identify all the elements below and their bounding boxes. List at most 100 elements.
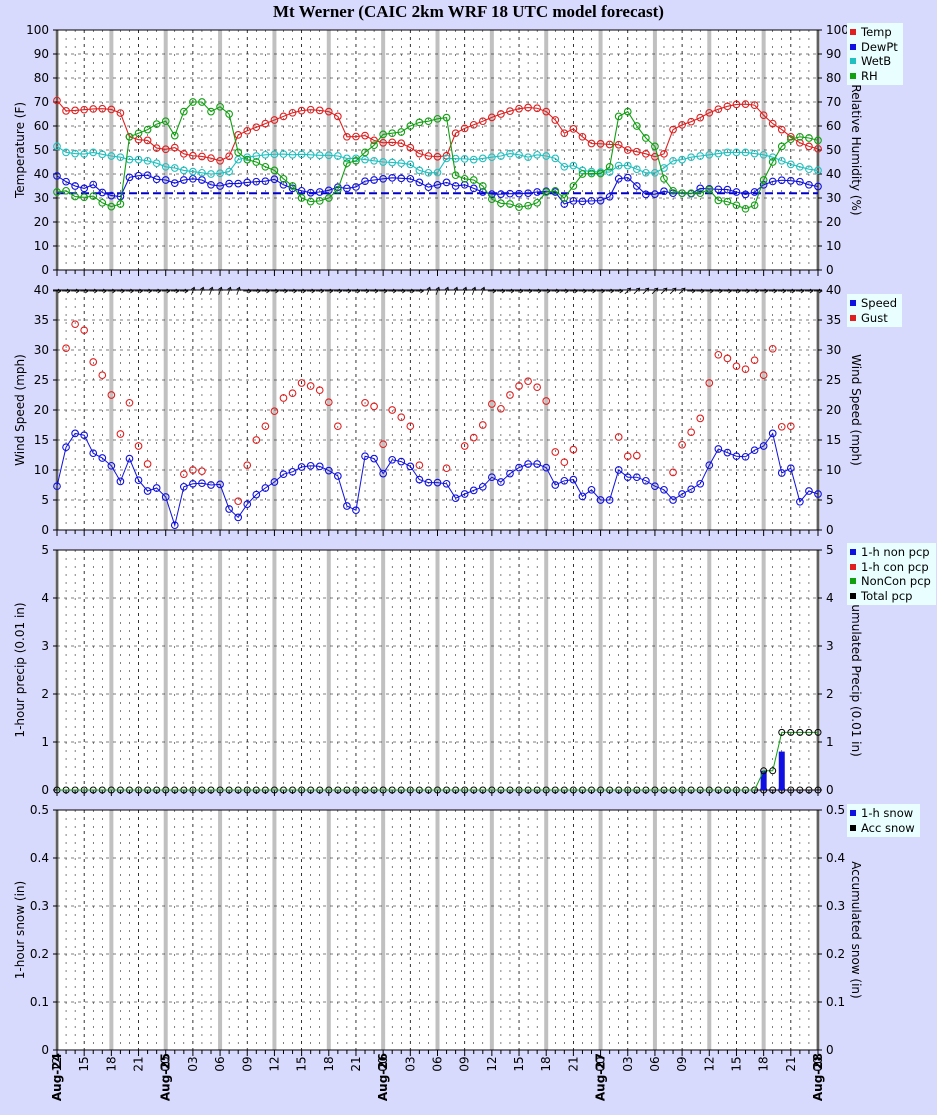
wind-arrow-shaft [218, 287, 222, 295]
legend-item: Acc snow [850, 821, 915, 836]
wind-arrow-shaft [669, 287, 677, 295]
data-point-temp [107, 105, 116, 114]
data-point-temp [80, 105, 89, 114]
data-point-wetb [315, 151, 324, 160]
data-point-rh [805, 134, 813, 142]
wind-arrow-head [610, 288, 615, 294]
x-tick-label: 03 [186, 1056, 200, 1071]
data-point-rh [397, 128, 406, 136]
wind-arrow-head [266, 288, 271, 294]
data-point-temp [515, 104, 523, 113]
data-point-speed [796, 497, 804, 506]
legend-temperature-panel: Temp DewPt WetB RH [847, 23, 903, 85]
wind-direction-arrow [496, 288, 506, 294]
data-point-rh [478, 182, 487, 190]
data-point-temp [614, 140, 623, 149]
data-point-speed [442, 479, 451, 488]
wind-arrow-shaft [453, 287, 458, 295]
y-tick-label: 90 [34, 47, 49, 61]
data-point-rh [750, 201, 759, 210]
data-point-rh [759, 176, 768, 184]
data-point-temp [814, 144, 822, 153]
wind-direction-arrow [578, 288, 588, 294]
wind-arrow-head [392, 288, 397, 294]
wind-arrow-head [583, 288, 588, 294]
data-point-gust [89, 358, 98, 366]
data-point-dewpt [252, 177, 261, 186]
y2-tick-label: 0 [826, 1043, 834, 1057]
data-point-dewpt [279, 180, 288, 189]
data-point-gust [750, 356, 759, 365]
data-point-speed [623, 473, 632, 482]
data-point-gust [189, 466, 197, 474]
x-tick-label: 18 [539, 1056, 553, 1071]
x-tick-label: 15 [512, 1056, 526, 1071]
data-point-wetb [506, 149, 514, 158]
synoptic-gridline [326, 30, 331, 270]
wind-arrow-head [374, 288, 379, 294]
wind-arrow-head [728, 288, 733, 294]
data-point-rh [53, 188, 61, 196]
data-point-wetb [723, 148, 732, 157]
wind-direction-arrow [170, 288, 180, 294]
data-point-gust [732, 362, 741, 371]
data-point-rh [542, 188, 551, 196]
data-point-dewpt [216, 182, 224, 190]
data-point-temp [478, 117, 487, 126]
wind-direction-arrow [53, 288, 62, 294]
data-point-dewpt [415, 178, 424, 187]
data-point-dewpt [152, 175, 161, 184]
y-axis-label: 1-hour snow (in) [13, 881, 27, 979]
wind-direction-arrow [143, 288, 153, 294]
data-point-temp [225, 152, 233, 161]
wind-direction-arrow [795, 288, 805, 294]
data-point-gust [614, 433, 623, 441]
data-point-speed [497, 478, 505, 486]
data-point-gust [107, 391, 116, 399]
wind-direction-arrow [435, 286, 441, 295]
data-point-rh [406, 122, 415, 130]
y-tick-label: 0.2 [30, 947, 49, 961]
data-point-total-pcp [805, 786, 813, 794]
y-tick-label: 60 [34, 119, 49, 133]
data-point-speed [786, 464, 795, 473]
data-point-speed [198, 479, 206, 488]
data-point-temp [678, 120, 686, 129]
wind-arrow-head [619, 288, 624, 294]
synoptic-gridline [272, 550, 277, 790]
x-tick-label: 15 [295, 1056, 309, 1071]
data-point-dewpt [388, 173, 397, 182]
data-point-rh [442, 113, 451, 122]
wind-direction-arrow [152, 288, 162, 294]
wind-arrow-shaft [660, 287, 668, 295]
wind-direction-arrow [678, 287, 686, 295]
data-point-gust [406, 422, 415, 431]
x-tick-label: 00 [594, 1056, 608, 1071]
y-tick-label: 100 [26, 23, 49, 37]
synoptic-gridline [598, 810, 603, 1050]
data-point-accumulated-precip [778, 728, 786, 736]
data-point-temp [551, 116, 560, 124]
data-point-rh [678, 189, 686, 198]
synoptic-gridline [544, 290, 549, 530]
wind-arrow-head [654, 287, 659, 292]
synoptic-gridline [598, 30, 603, 270]
data-point-rh [596, 169, 605, 178]
data-point-wetb [442, 154, 451, 163]
data-point-wetb [170, 164, 179, 172]
y-tick-label: 0.1 [30, 995, 49, 1009]
data-point-wetb [297, 150, 306, 159]
y-tick-label: 10 [34, 463, 49, 477]
data-point-rh [424, 117, 433, 126]
data-point-wetb [687, 153, 696, 162]
wind-direction-arrow [227, 286, 232, 295]
data-point-temp [632, 147, 641, 156]
data-point-gust [116, 430, 125, 438]
y-tick-label: 20 [34, 215, 49, 229]
wind-direction-arrow [107, 288, 117, 294]
data-point-wetb [53, 142, 61, 151]
synoptic-gridline [109, 550, 114, 790]
data-point-gust [252, 436, 261, 444]
data-point-temp [560, 129, 569, 138]
y2-tick-label: 90 [826, 47, 841, 61]
